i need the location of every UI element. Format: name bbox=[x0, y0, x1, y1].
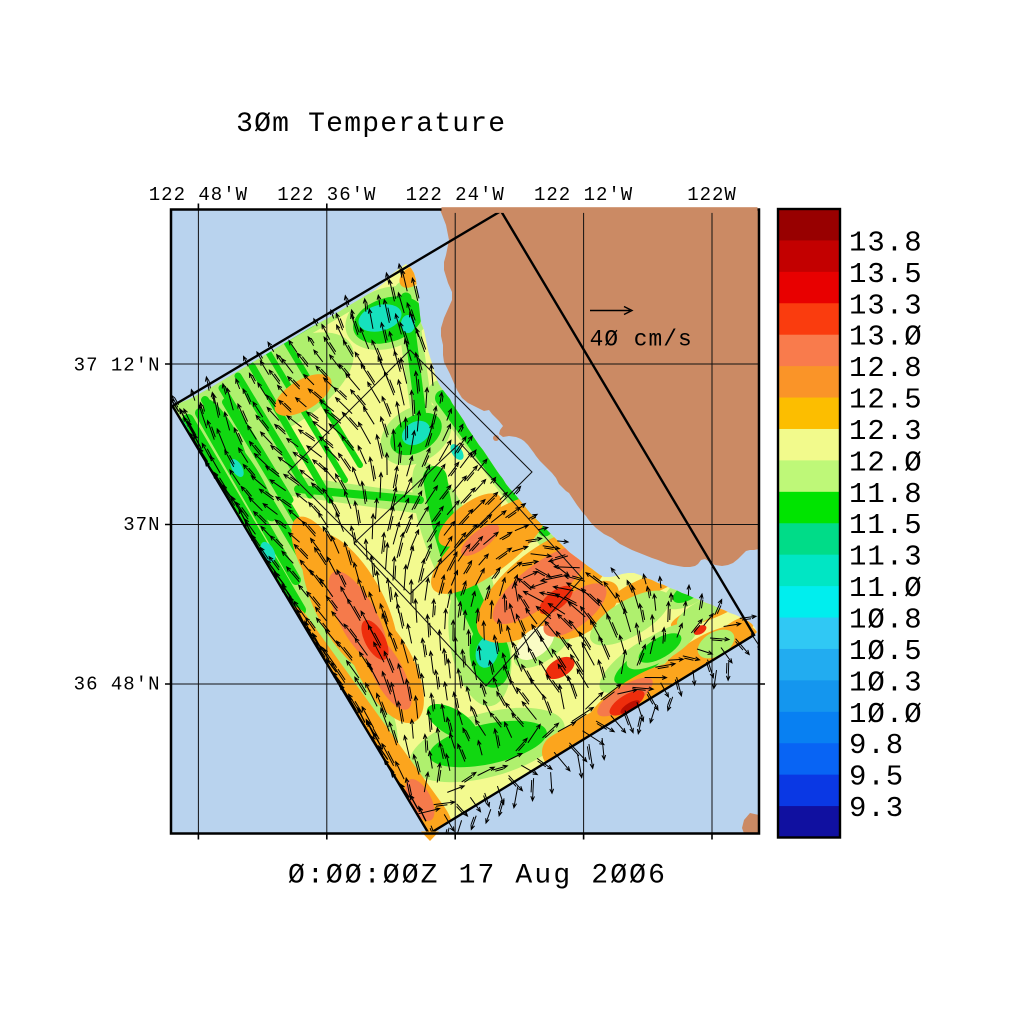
svg-text:13.Ø: 13.Ø bbox=[849, 321, 923, 354]
svg-text:13.3: 13.3 bbox=[849, 289, 923, 322]
svg-text:1Ø.5: 1Ø.5 bbox=[849, 635, 923, 668]
svg-text:37 12'N: 37 12'N bbox=[74, 355, 161, 377]
svg-text:12.3: 12.3 bbox=[849, 415, 923, 448]
svg-text:9.8: 9.8 bbox=[849, 729, 904, 762]
svg-text:3Øm Temperature: 3Øm Temperature bbox=[236, 109, 506, 140]
svg-text:9.5: 9.5 bbox=[849, 761, 904, 794]
svg-text:11.Ø: 11.Ø bbox=[849, 572, 923, 605]
svg-text:1Ø.8: 1Ø.8 bbox=[849, 604, 923, 637]
svg-text:1Ø.3: 1Ø.3 bbox=[849, 666, 923, 699]
svg-text:11.5: 11.5 bbox=[849, 509, 923, 542]
svg-text:122W: 122W bbox=[687, 184, 737, 206]
svg-text:12.5: 12.5 bbox=[849, 384, 923, 417]
svg-text:13.5: 13.5 bbox=[849, 258, 923, 291]
svg-text:12.8: 12.8 bbox=[849, 352, 923, 385]
svg-text:122 12'W: 122 12'W bbox=[534, 184, 633, 206]
svg-text:122 48'W: 122 48'W bbox=[149, 184, 248, 206]
svg-text:1Ø.Ø: 1Ø.Ø bbox=[849, 698, 923, 731]
svg-text:4Ø cm/s: 4Ø cm/s bbox=[590, 327, 693, 353]
svg-text:122 36'W: 122 36'W bbox=[277, 184, 376, 206]
svg-text:37N: 37N bbox=[123, 514, 160, 536]
svg-text:11.3: 11.3 bbox=[849, 541, 923, 574]
svg-text:122 24'W: 122 24'W bbox=[406, 184, 505, 206]
svg-text:12.Ø: 12.Ø bbox=[849, 446, 923, 479]
svg-text:Ø:ØØ:ØØZ 17 Aug 2ØØ6: Ø:ØØ:ØØZ 17 Aug 2ØØ6 bbox=[288, 861, 667, 892]
svg-text:13.8: 13.8 bbox=[849, 226, 923, 259]
svg-text:36 48'N: 36 48'N bbox=[74, 674, 161, 696]
svg-text:9.3: 9.3 bbox=[849, 792, 904, 825]
svg-text:11.8: 11.8 bbox=[849, 478, 923, 511]
